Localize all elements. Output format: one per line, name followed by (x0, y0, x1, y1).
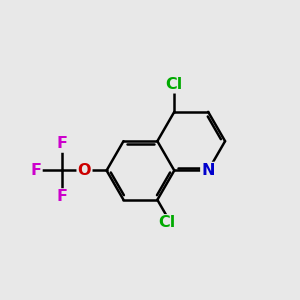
Text: Cl: Cl (166, 77, 183, 92)
Text: Cl: Cl (158, 215, 176, 230)
Text: N: N (201, 163, 215, 178)
Text: F: F (57, 190, 68, 205)
Text: F: F (30, 163, 41, 178)
Text: O: O (78, 163, 91, 178)
Text: F: F (57, 136, 68, 152)
